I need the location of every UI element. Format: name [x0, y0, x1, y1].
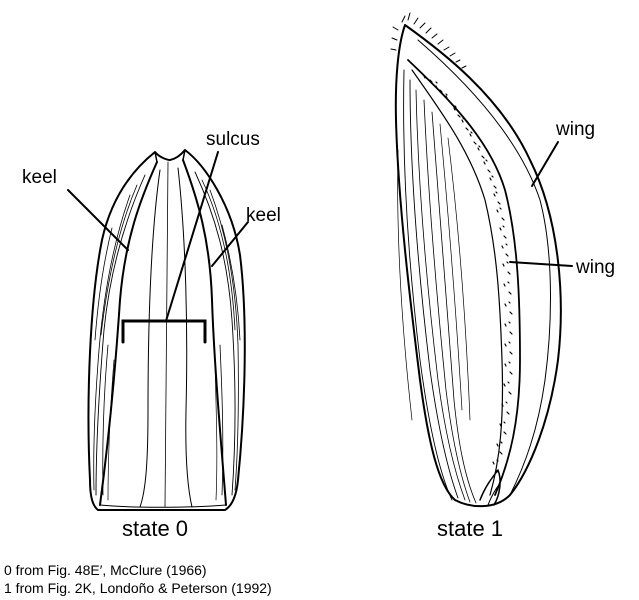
- credit-line-state-0: 0 from Fig. 48E′, McClure (1966): [4, 562, 207, 578]
- credit-line-state-1: 1 from Fig. 2K, Londoño & Peterson (1992…: [4, 580, 272, 596]
- wing-outer-leader-line: [531, 141, 559, 187]
- palea-state-1-drawing: [390, 12, 562, 508]
- palea-state-0-drawing: [87, 149, 246, 511]
- label-keel-left: keel: [22, 167, 57, 188]
- left-annotations: [67, 151, 249, 344]
- label-wing-inner: wing: [576, 257, 616, 278]
- keel-right-leader-line: [211, 221, 249, 267]
- caption-state-1: state 1: [437, 516, 504, 541]
- sulcus-bracket: [121, 319, 207, 344]
- keel-left-leader-line: [67, 189, 129, 251]
- wing-inner-leader-line: [509, 261, 573, 267]
- caption-state-0: state 0: [122, 516, 189, 541]
- right-annotations: [509, 141, 573, 267]
- sulcus-leader-line: [165, 151, 219, 322]
- label-sulcus: sulcus: [206, 129, 260, 150]
- label-wing-outer: wing: [556, 119, 596, 140]
- label-keel-right: keel: [246, 205, 281, 226]
